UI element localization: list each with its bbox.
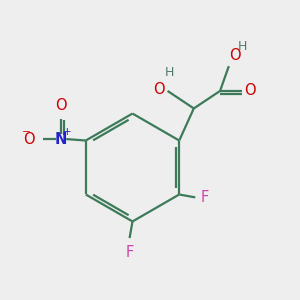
Text: −: − xyxy=(22,127,31,137)
Text: O: O xyxy=(230,48,241,63)
Text: +: + xyxy=(63,127,72,137)
Text: O: O xyxy=(23,132,35,147)
Text: O: O xyxy=(153,82,165,97)
Text: F: F xyxy=(125,245,134,260)
Text: F: F xyxy=(201,190,209,205)
Text: H: H xyxy=(164,66,174,79)
Text: O: O xyxy=(55,98,67,113)
Text: H: H xyxy=(237,40,247,53)
Text: N: N xyxy=(55,132,67,147)
Text: O: O xyxy=(244,82,256,98)
